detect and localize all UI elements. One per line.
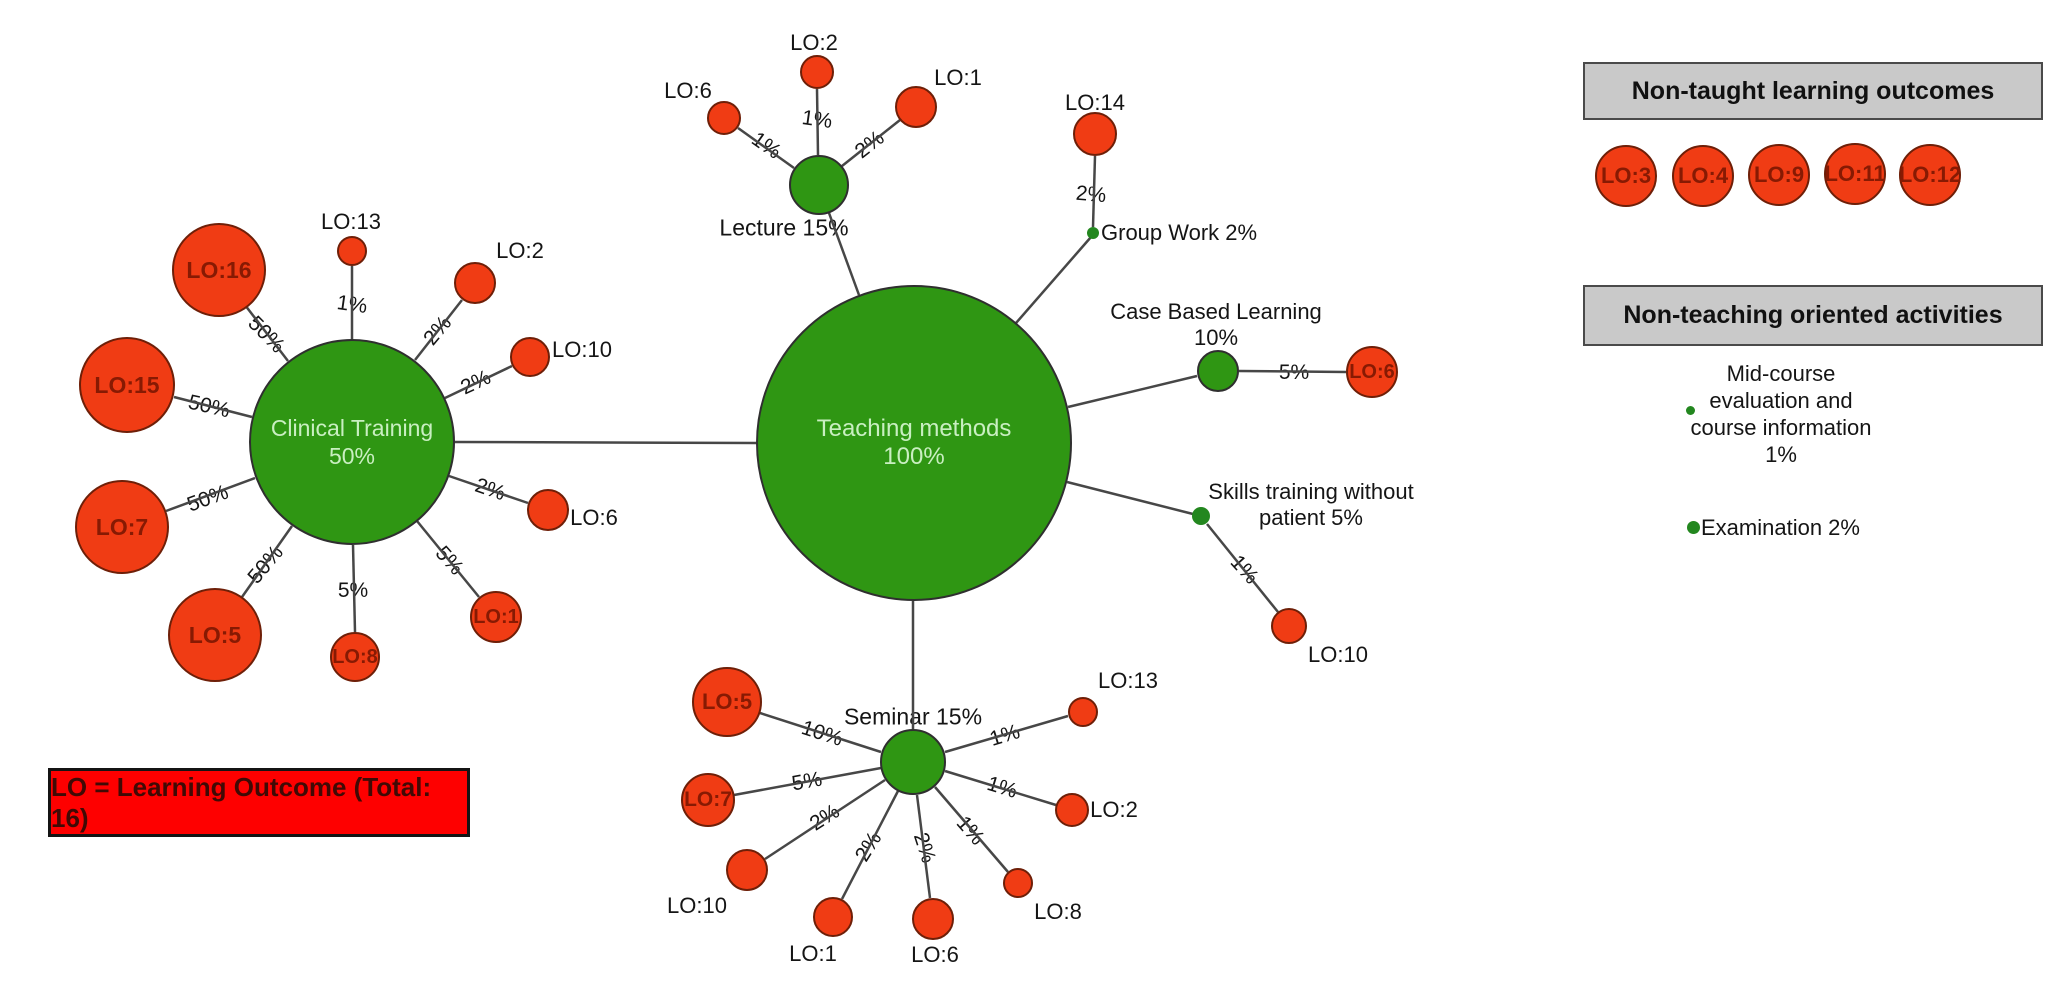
panel-lo-circle-lo4: LO:4: [1672, 145, 1734, 207]
connector-line: [934, 786, 1009, 873]
panel-lo-circle-lo3: LO:3: [1595, 145, 1657, 207]
connector-line: [173, 395, 253, 419]
lo-circle-clinical-lo13: [337, 236, 367, 266]
panel-non-teaching-title: Non-teaching oriented activities: [1623, 301, 2003, 329]
connector-line: [240, 525, 294, 598]
lecture-label: Lecture 15%: [719, 214, 849, 241]
connector-line: [759, 711, 882, 754]
case-based-learning-label: Case Based Learning 10%: [1110, 299, 1322, 350]
connector-line: [1066, 480, 1194, 516]
panel-lo-circle-lo9: LO:9: [1748, 144, 1810, 206]
node-case-based-learning: [1197, 350, 1239, 392]
lo-label-skills-lo10: LO:10: [1308, 642, 1368, 667]
lo-circle-clinical-lo10: [510, 337, 550, 377]
lo-circle-clinical-lo2: [454, 262, 496, 304]
lo-circle-seminar-lo13: [1068, 697, 1098, 727]
lo-label-seminar-lo6: LO:6: [911, 942, 959, 967]
connector-line: [1067, 374, 1198, 409]
lo-circle-clinical-lo5: LO:5: [168, 588, 262, 682]
lo-circle-seminar-lo8: [1003, 868, 1033, 898]
lo-circle-casebased-lo6: LO:6: [1346, 346, 1398, 398]
lo-circle-clinical-lo7: LO:7: [75, 480, 169, 574]
examination-label: Examination 2%: [1701, 515, 1860, 540]
legend-box: LO = Learning Outcome (Total: 16): [48, 768, 470, 837]
lo-circle-lecture-lo2: [800, 55, 834, 89]
lo-circle-clinical-lo6: [527, 489, 569, 531]
connector-line: [815, 88, 820, 156]
connector-line: [416, 520, 480, 598]
panel-lo-circle-lo12: LO:12: [1899, 144, 1961, 206]
connector-line: [414, 299, 463, 361]
lo-circle-seminar-lo2: [1055, 793, 1089, 827]
connector-line: [915, 794, 932, 899]
lo-label-seminar-lo8: LO:8: [1034, 899, 1082, 924]
panel-non-teaching-header: Non-teaching oriented activities: [1583, 285, 2043, 346]
connector-line: [944, 769, 1057, 807]
lo-circle-groupwork-lo14: [1073, 112, 1117, 156]
lo-label-seminar-lo1: LO:1: [789, 941, 837, 966]
lo-circle-seminar-lo1: [813, 897, 853, 937]
connector-line: [841, 119, 901, 167]
lo-label-seminar-lo13: LO:13: [1098, 668, 1158, 693]
lo-label-lecture-lo1: LO:1: [934, 65, 982, 90]
connector-line: [165, 476, 256, 513]
node-lecture: [789, 155, 849, 215]
lo-label-clinical-lo2: LO:2: [496, 238, 544, 263]
mid-course-dot: [1686, 406, 1695, 415]
lo-label-seminar-lo2: LO:2: [1090, 797, 1138, 822]
connector-line: [1015, 236, 1092, 324]
connector-line: [444, 364, 513, 400]
mid-course-label: Mid-course evaluation and course informa…: [1690, 361, 1872, 467]
panel-lo-circle-lo11: LO:11: [1824, 143, 1886, 205]
connector-line: [244, 304, 289, 362]
examination-dot: [1687, 521, 1700, 534]
node-seminar: [880, 729, 946, 795]
teaching-methods-label: Teaching methods 100%: [816, 415, 1012, 470]
connector-line: [944, 714, 1069, 754]
lo-circle-seminar-lo7: LO:7: [681, 773, 735, 827]
lo-label-clinical-lo6: LO:6: [570, 505, 618, 530]
lo-label-clinical-lo10: LO:10: [552, 337, 612, 362]
connector-line: [351, 544, 357, 633]
lo-circle-seminar-lo6: [912, 898, 954, 940]
lo-circle-lecture-lo1: [895, 86, 937, 128]
lo-label-lecture-lo6: LO:6: [664, 78, 712, 103]
lo-label-seminar-lo10: LO:10: [667, 893, 727, 918]
lo-circle-clinical-lo8: LO:8: [330, 632, 380, 682]
connector-line: [448, 474, 529, 505]
connector-line: [1238, 369, 1347, 374]
skills-training-label: Skills training without patient 5%: [1208, 479, 1414, 530]
lo-circle-seminar-lo5: LO:5: [692, 667, 762, 737]
connector-line: [840, 790, 900, 900]
node-skills-training-dot: [1192, 507, 1210, 525]
connector-line: [827, 212, 861, 296]
legend-text: LO = Learning Outcome (Total: 16): [51, 771, 432, 833]
connector-line: [733, 766, 882, 797]
node-group-work-dot: [1087, 227, 1099, 239]
connector-line: [737, 126, 795, 170]
clinical-training-label: Clinical Training 50%: [270, 415, 434, 469]
connector-line: [1206, 523, 1279, 613]
node-teaching-methods: Teaching methods 100%: [756, 285, 1072, 601]
lo-circle-clinical-lo16: LO:16: [172, 223, 266, 317]
node-clinical-training: Clinical Training 50%: [249, 339, 455, 545]
lo-circle-seminar-lo10: [726, 849, 768, 891]
lo-circle-skills-lo10: [1271, 608, 1307, 644]
panel-non-taught-title: Non-taught learning outcomes: [1631, 76, 1995, 105]
lo-label-groupwork-lo14: LO:14: [1065, 90, 1125, 115]
panel-non-taught-header: Non-taught learning outcomes: [1583, 62, 2043, 120]
connector-line: [1091, 155, 1097, 228]
connector-line: [454, 440, 757, 445]
connector-line: [764, 778, 886, 861]
lo-label-lecture-lo2: LO:2: [790, 30, 838, 55]
lo-label-clinical-lo13: LO:13: [321, 209, 381, 234]
lo-circle-clinical-lo1: LO:1: [470, 591, 522, 643]
group-work-label: Group Work 2%: [1101, 220, 1258, 245]
lo-circle-clinical-lo15: LO:15: [79, 337, 175, 433]
lo-circle-lecture-lo6: [707, 101, 741, 135]
